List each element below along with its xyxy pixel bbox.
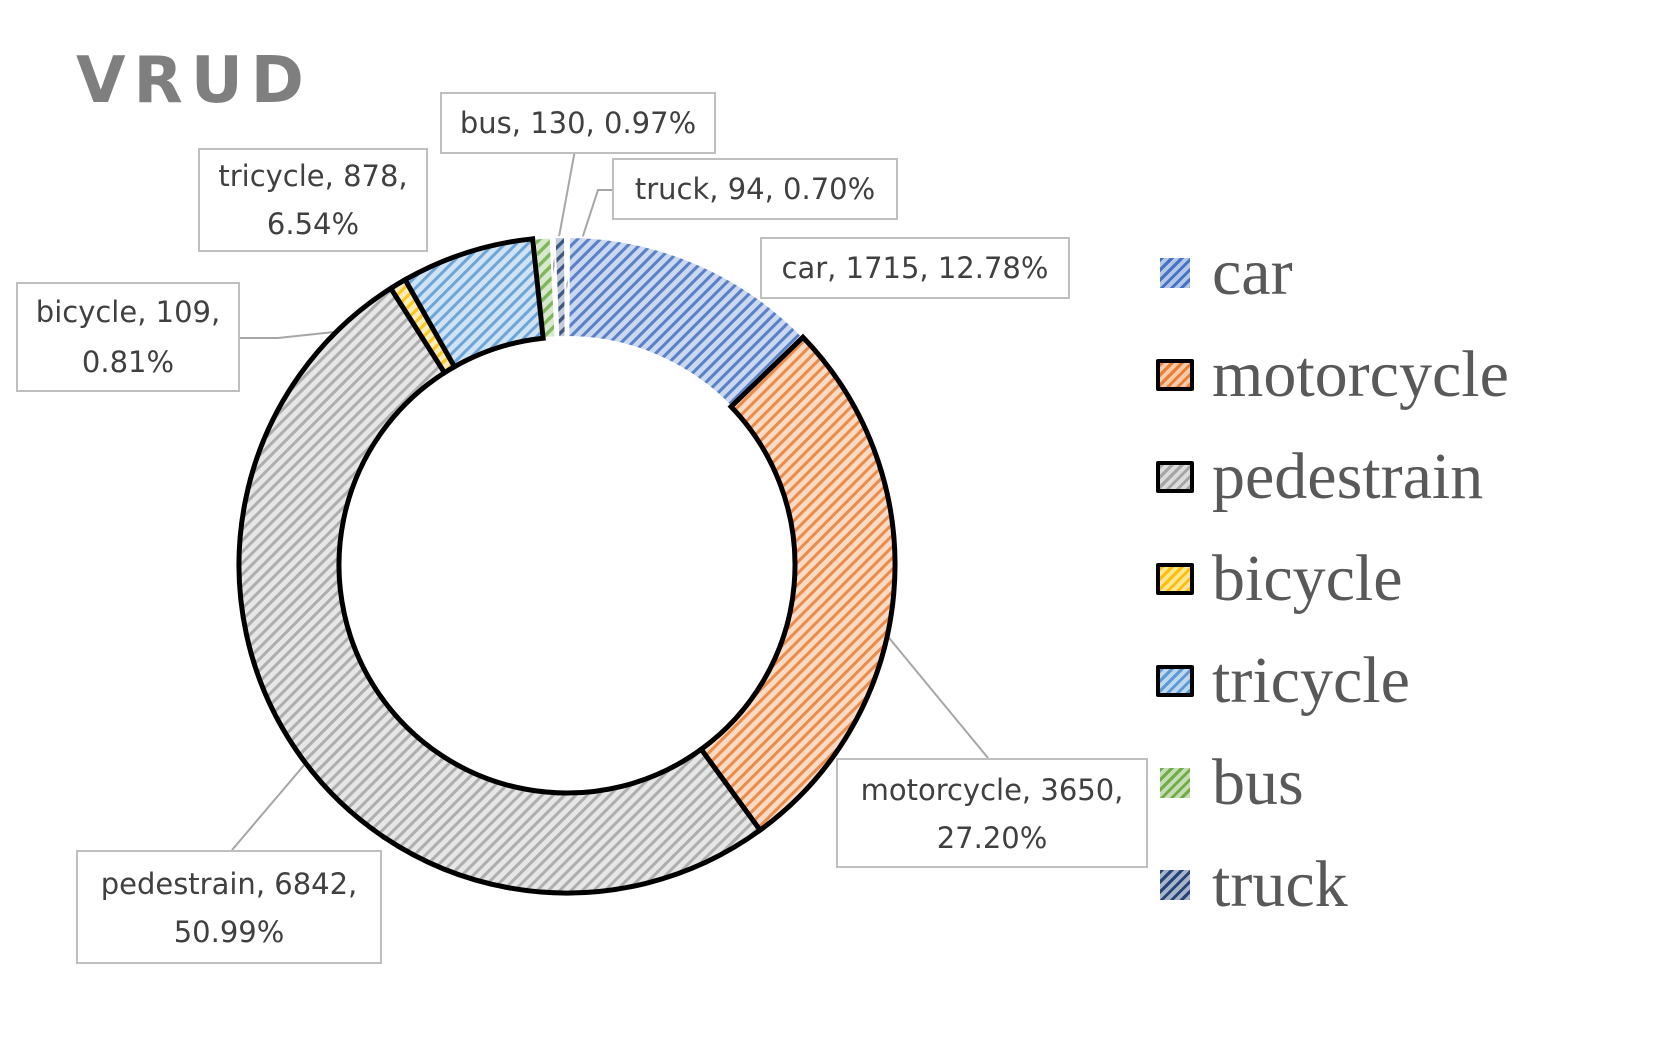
legend-swatch-motorcycle [1156, 359, 1194, 391]
slice-truck [553, 235, 567, 339]
legend-item-bicycle: bicycle [1156, 528, 1509, 630]
data-label-pedestrain-line2: 50.99% [173, 915, 285, 949]
data-label-bicycle-line1: bicycle, 109, [35, 295, 221, 329]
legend-swatch-bus [1160, 768, 1190, 798]
data-label-bicycle-line2: 0.81% [81, 345, 175, 379]
legend-item-tricycle: tricycle [1156, 630, 1509, 732]
donut-slices [236, 235, 898, 896]
legend-label-truck: truck [1212, 848, 1348, 921]
chart-title: VRUD [76, 44, 312, 118]
legend-label-bicycle: bicycle [1212, 542, 1403, 615]
data-label-truck-text: truck, 94, 0.70% [634, 172, 876, 206]
data-label-truck: truck, 94, 0.70% [612, 158, 898, 220]
legend-label-tricycle: tricycle [1212, 644, 1410, 717]
data-label-motorcycle-line1: motorcycle, 3650, [860, 773, 1124, 807]
data-label-car-text: car, 1715, 12.78% [781, 251, 1049, 285]
legend-swatch-tricycle [1156, 665, 1194, 697]
slice-pedestrain [236, 284, 764, 896]
slice-motorcycle [697, 333, 898, 834]
legend-label-motorcycle: motorcycle [1212, 338, 1509, 411]
data-label-bus: bus, 130, 0.97% [440, 92, 716, 154]
legend-swatch-car [1160, 258, 1190, 288]
legend-item-pedestrain: pedestrain [1156, 426, 1509, 528]
data-label-bus-text: bus, 130, 0.97% [459, 106, 697, 140]
data-label-tricycle: tricycle, 878, 6.54% [198, 148, 428, 252]
legend-swatch-truck [1160, 870, 1190, 900]
data-label-car: car, 1715, 12.78% [760, 237, 1070, 299]
legend-item-truck: truck [1160, 834, 1509, 936]
chart-legend: car motorcycle pedestrain bicycle tricycle bu… [1156, 222, 1509, 936]
data-label-motorcycle: motorcycle, 3650, 27.20% [836, 758, 1148, 868]
data-label-pedestrain: pedestrain, 6842, 50.99% [76, 850, 382, 964]
data-label-pedestrain-line1: pedestrain, 6842, [100, 867, 358, 901]
legend-item-car: car [1160, 222, 1509, 324]
legend-label-car: car [1212, 236, 1293, 309]
legend-item-motorcycle: motorcycle [1156, 324, 1509, 426]
legend-swatch-bicycle [1156, 563, 1194, 595]
data-label-tricycle-line2: 6.54% [266, 207, 360, 241]
legend-label-pedestrain: pedestrain [1212, 440, 1484, 513]
slice-tricycle [401, 236, 546, 371]
data-label-tricycle-line1: tricycle, 878, [218, 159, 408, 193]
legend-item-bus: bus [1160, 732, 1509, 834]
legend-label-bus: bus [1212, 746, 1304, 819]
data-label-motorcycle-line2: 27.20% [936, 821, 1048, 855]
data-label-bicycle: bicycle, 109, 0.81% [16, 282, 240, 392]
legend-swatch-pedestrain [1156, 461, 1194, 493]
